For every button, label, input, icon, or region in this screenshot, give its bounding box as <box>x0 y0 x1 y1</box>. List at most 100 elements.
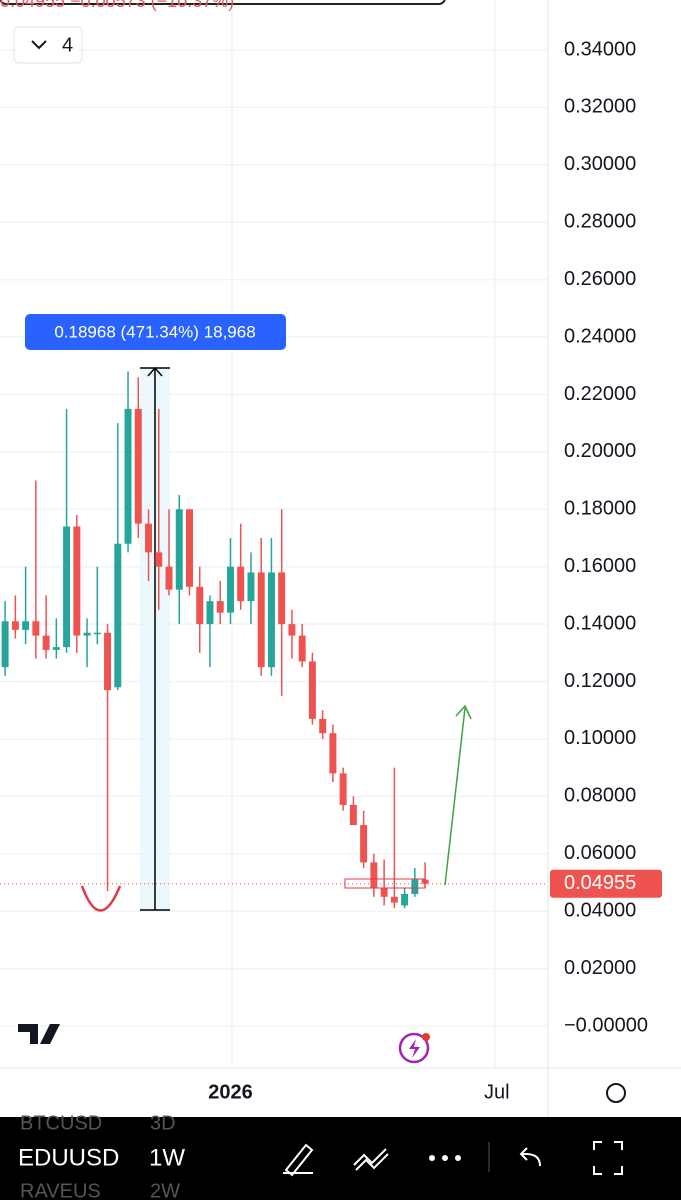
more-icon <box>442 1155 448 1161</box>
candle-body <box>42 635 50 650</box>
logo <box>48 1026 56 1034</box>
candle-body <box>1 621 9 668</box>
undo-icon[interactable] <box>519 1147 541 1167</box>
candle-body <box>206 601 214 625</box>
candle-body <box>196 586 204 625</box>
next-interval: 2W <box>150 1180 180 1200</box>
y-tick-label: 0.04000 <box>564 899 636 921</box>
y-tick-label: 0.02000 <box>564 957 636 979</box>
candle-body <box>247 572 255 602</box>
candle-body <box>83 632 91 636</box>
candle-body <box>257 572 265 668</box>
y-tick-label: 0.08000 <box>564 785 636 807</box>
candle-body <box>390 896 398 903</box>
y-tick-label: 0.12000 <box>564 670 636 692</box>
candle-body <box>339 773 347 805</box>
price-axis: −0.00000 0.02000 0.04000 0.06000 0.08000 0.10… <box>550 38 662 1036</box>
candle-body <box>93 632 101 635</box>
candle-body <box>319 718 327 734</box>
drawing-curve <box>80 885 122 912</box>
candle-body <box>52 647 60 650</box>
last-price-label: 0.04955 <box>564 872 636 894</box>
indicator-toggle[interactable] <box>13 26 83 64</box>
flash-icon[interactable] <box>398 1032 430 1064</box>
header-panel <box>0 0 446 5</box>
y-tick-label: 0.10000 <box>564 727 636 749</box>
candle-body <box>267 572 275 668</box>
y-tick-label: 0.34000 <box>564 38 636 60</box>
chevron-icon <box>31 40 47 50</box>
drawing-arrowhead <box>455 704 472 720</box>
next-symbol: RAVEUS <box>20 1180 101 1200</box>
flash-icon <box>409 1039 420 1058</box>
x-tick-label: Jul <box>484 1081 510 1103</box>
candle-body <box>22 621 30 630</box>
y-tick-label: −0.00000 <box>564 1014 648 1036</box>
y-tick-label: 0.22000 <box>564 383 636 405</box>
candle-body <box>401 893 409 906</box>
y-tick-label: 0.32000 <box>564 96 636 118</box>
y-tick-label: 0.20000 <box>564 440 636 462</box>
candle-body <box>278 572 286 625</box>
candle-body <box>145 523 153 553</box>
candle-body <box>349 804 357 826</box>
candle-body <box>11 621 19 630</box>
candle-body <box>124 408 132 544</box>
candle-body <box>186 509 193 587</box>
quote: 0.04955 −0.00573 (−10.37%) <box>0 0 234 11</box>
grid <box>0 49 548 1027</box>
candle-body <box>360 825 368 863</box>
candle-body <box>288 624 296 636</box>
candle-body <box>63 526 71 648</box>
y-tick-label: 0.14000 <box>564 612 636 634</box>
y-tick-label: 0.28000 <box>564 211 636 233</box>
candle-body <box>165 566 173 590</box>
trend-icon[interactable] <box>353 1148 389 1171</box>
y-tick-label: 0.16000 <box>564 555 636 577</box>
candle-body <box>155 552 163 567</box>
bottom-bar <box>0 1117 681 1200</box>
candles <box>0 371 548 909</box>
more-icon[interactable] <box>429 1155 435 1161</box>
candle-body <box>380 888 388 897</box>
candle-body <box>175 509 183 590</box>
measure-label-box <box>25 314 286 350</box>
candle-body <box>329 733 337 774</box>
drawing-arrow <box>444 707 466 886</box>
last-price-tag <box>550 869 662 898</box>
measure-label: 0.18968 (471.34%) 18,968 <box>54 322 255 341</box>
y-tick-label: 0.24000 <box>564 325 636 347</box>
measure-arrow <box>147 366 163 377</box>
candle-body <box>298 635 306 662</box>
x-tick-label: 2026 <box>208 1081 253 1103</box>
symbol[interactable]: EDUUSD <box>18 1144 119 1171</box>
interval[interactable]: 1W <box>149 1144 185 1171</box>
indicator-count: 4 <box>62 34 73 56</box>
y-tick-label: 0.30000 <box>564 153 636 175</box>
y-tick-label: 0.06000 <box>564 842 636 864</box>
candle-body <box>308 661 316 719</box>
notification-dot <box>422 1033 430 1041</box>
candle-body <box>237 566 245 602</box>
prev-symbol: BTCUSD <box>20 1112 102 1134</box>
fullscreen-icon[interactable] <box>593 1141 623 1175</box>
y-tick-label: 0.18000 <box>564 498 636 520</box>
prev-interval: 3D <box>150 1112 176 1134</box>
draw-icon[interactable] <box>283 1143 314 1177</box>
candle-body <box>134 408 142 524</box>
drawing-box <box>344 878 426 889</box>
y-tick-label: 0.26000 <box>564 268 636 290</box>
candle-body <box>104 632 112 691</box>
candle-body <box>226 566 234 613</box>
settings-icon[interactable] <box>606 1083 626 1103</box>
candle-body <box>32 621 40 636</box>
candle-body <box>411 879 419 894</box>
time-axis: 2026 Jul <box>208 1081 509 1103</box>
candle-body <box>114 543 122 688</box>
candle-body <box>73 526 81 636</box>
candle-body <box>370 862 378 889</box>
more-icon <box>455 1155 461 1161</box>
